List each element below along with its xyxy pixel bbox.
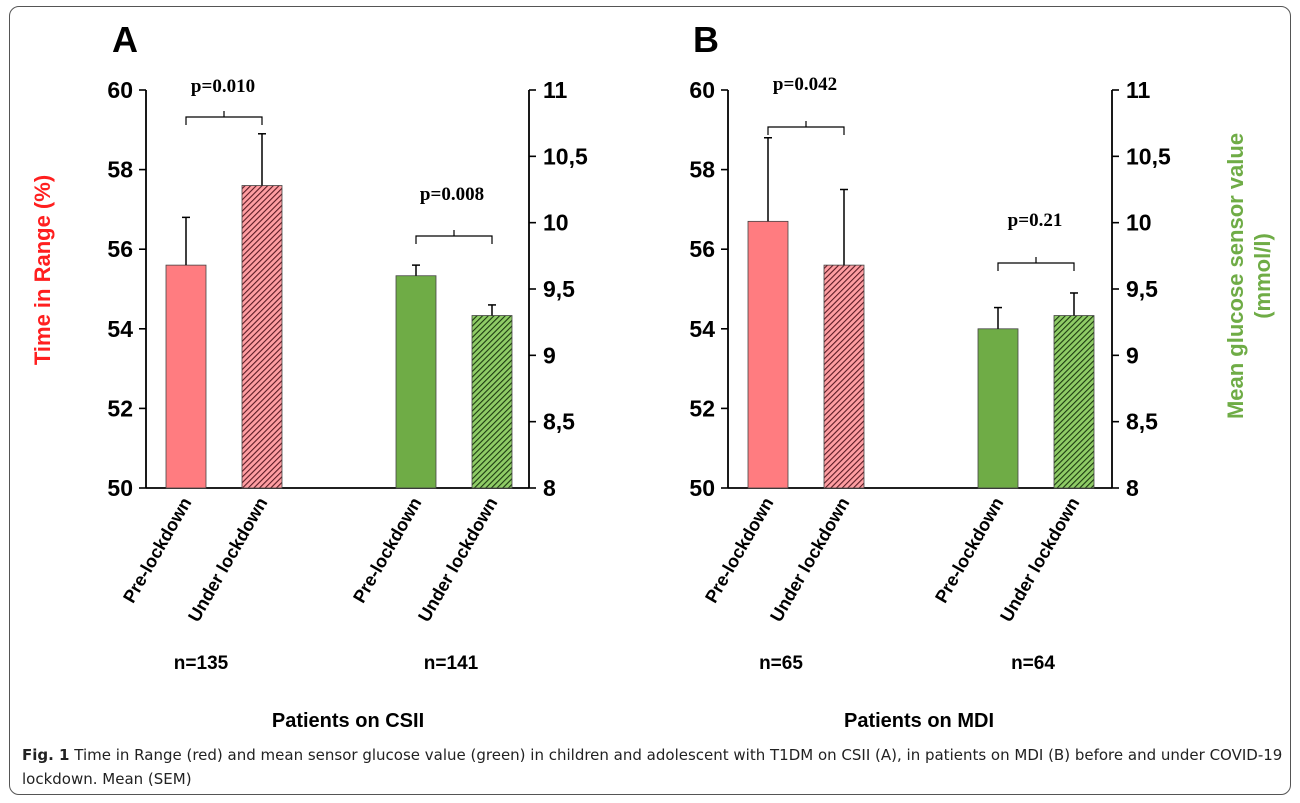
n-label: n=65 bbox=[759, 653, 803, 674]
right-tick-label: 8,5 bbox=[543, 409, 575, 435]
right-y-axis-title-line2: (mmol/l) bbox=[1250, 233, 1275, 319]
left-tick-label: 56 bbox=[689, 236, 715, 262]
left-tick-label: 56 bbox=[107, 236, 133, 262]
category-label: Under lockdown bbox=[766, 494, 853, 625]
bar bbox=[747, 220, 789, 489]
caption-text: Time in Range (red) and mean sensor gluc… bbox=[22, 746, 1283, 788]
x-axis-title: Patients on MDI bbox=[844, 710, 994, 732]
right-tick-label: 10,5 bbox=[543, 143, 588, 169]
panel-b: B 50 52 54 56 58 60 8 8,5 9 9,5 10 10,5 11 Pre-lockdow… bbox=[689, 19, 1171, 732]
n-label: n=141 bbox=[424, 653, 479, 674]
left-tick-label: 54 bbox=[689, 316, 715, 342]
significance-bracket bbox=[415, 230, 493, 244]
bar bbox=[395, 275, 437, 489]
bar bbox=[165, 264, 207, 489]
left-tick-label: 58 bbox=[689, 157, 715, 183]
significance-bracket bbox=[767, 121, 845, 135]
right-tick-label: 11 bbox=[1126, 77, 1151, 103]
bar bbox=[471, 315, 513, 489]
right-tick-label: 10 bbox=[1126, 210, 1152, 236]
bar bbox=[241, 185, 283, 489]
left-tick-label: 50 bbox=[689, 475, 715, 501]
significance-bracket bbox=[997, 257, 1075, 271]
significance-bracket bbox=[185, 111, 263, 125]
right-tick-label: 9 bbox=[543, 342, 556, 368]
right-tick-label: 8 bbox=[543, 475, 556, 501]
category-label: Under lockdown bbox=[184, 494, 271, 625]
category-label: Under lockdown bbox=[996, 494, 1083, 625]
right-tick-label: 11 bbox=[543, 77, 568, 103]
n-label: n=135 bbox=[174, 653, 229, 674]
right-y-axis-title-line1: Mean glucose sensor value bbox=[1223, 133, 1248, 419]
left-tick-label: 60 bbox=[689, 77, 715, 103]
category-label: Pre-lockdown bbox=[119, 494, 195, 606]
left-tick-label: 60 bbox=[107, 77, 133, 103]
panel-letter: A bbox=[112, 19, 138, 60]
panel-a: A 50 52 54 56 58 60 8 8,5 9 9,5 10 10,5 11 Pre-lockdow… bbox=[107, 19, 588, 732]
figure-caption: Fig. 1 Time in Range (red) and mean sens… bbox=[22, 743, 1284, 791]
category-label: Under lockdown bbox=[414, 494, 501, 625]
figure-frame bbox=[9, 6, 1291, 795]
left-tick-label: 52 bbox=[689, 395, 715, 421]
panel-letter: B bbox=[693, 19, 719, 60]
left-y-axis-title: Time in Range (%) bbox=[30, 175, 55, 365]
n-label: n=64 bbox=[1011, 653, 1055, 674]
bar bbox=[823, 264, 865, 489]
right-tick-label: 8 bbox=[1126, 475, 1139, 501]
right-tick-label: 9 bbox=[1126, 342, 1139, 368]
left-tick-label: 50 bbox=[107, 475, 133, 501]
p-value-label: p=0.008 bbox=[420, 184, 484, 205]
right-tick-label: 9,5 bbox=[543, 276, 575, 302]
left-tick-label: 52 bbox=[107, 395, 133, 421]
p-value-label: p=0.010 bbox=[191, 76, 255, 97]
bar bbox=[1053, 315, 1095, 489]
p-value-label: p=0.21 bbox=[1008, 210, 1063, 231]
left-tick-label: 54 bbox=[107, 316, 133, 342]
right-tick-label: 10,5 bbox=[1126, 143, 1171, 169]
x-axis-title: Patients on CSII bbox=[272, 710, 424, 732]
category-label: Pre-lockdown bbox=[931, 494, 1007, 606]
left-tick-label: 58 bbox=[107, 157, 133, 183]
right-tick-label: 10 bbox=[543, 210, 569, 236]
category-label: Pre-lockdown bbox=[701, 494, 777, 606]
category-label: Pre-lockdown bbox=[349, 494, 425, 606]
p-value-label: p=0.042 bbox=[773, 74, 837, 95]
right-tick-label: 8,5 bbox=[1126, 409, 1158, 435]
right-tick-label: 9,5 bbox=[1126, 276, 1158, 302]
bar bbox=[977, 328, 1019, 489]
caption-figure-label: Fig. 1 bbox=[22, 746, 70, 764]
